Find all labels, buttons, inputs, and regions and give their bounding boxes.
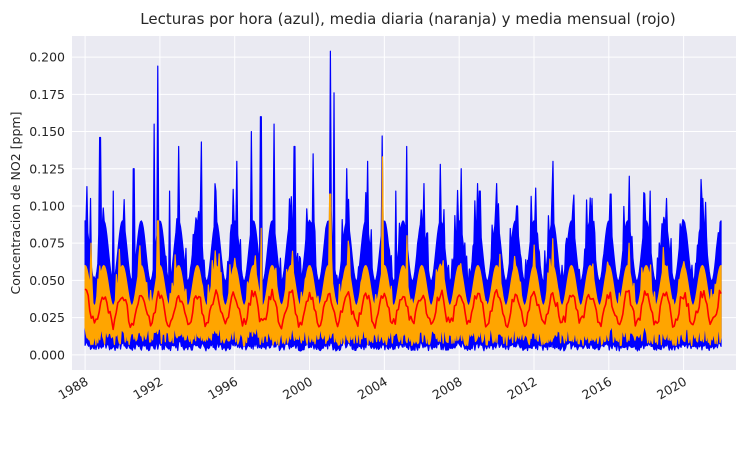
hourly-series <box>84 50 722 352</box>
y-tick-label: 0.000 <box>29 347 65 362</box>
daily-series <box>84 156 722 347</box>
y-tick-label: 0.150 <box>29 124 65 139</box>
y-axis-label: Concentracion de NO2 [ppm] <box>8 112 23 295</box>
y-tick-label: 0.175 <box>29 87 65 102</box>
monthly-line <box>84 288 722 331</box>
y-axis: 0.000 0.025 0.050 0.075 0.100 0.125 0.150 0.175… <box>29 50 65 363</box>
y-tick-label: 0.125 <box>29 161 65 176</box>
y-tick-label: 0.025 <box>29 310 65 325</box>
daily-line <box>84 156 722 347</box>
hourly-line <box>84 50 722 352</box>
y-tick-label: 0.050 <box>29 273 65 288</box>
y-tick-label: 0.075 <box>29 236 65 251</box>
y-tick-label: 0.100 <box>29 198 65 213</box>
monthly-series <box>84 288 722 331</box>
y-tick-label: 0.200 <box>29 50 65 65</box>
chart-title: Lecturas por hora (azul), media diaria (… <box>140 10 675 28</box>
